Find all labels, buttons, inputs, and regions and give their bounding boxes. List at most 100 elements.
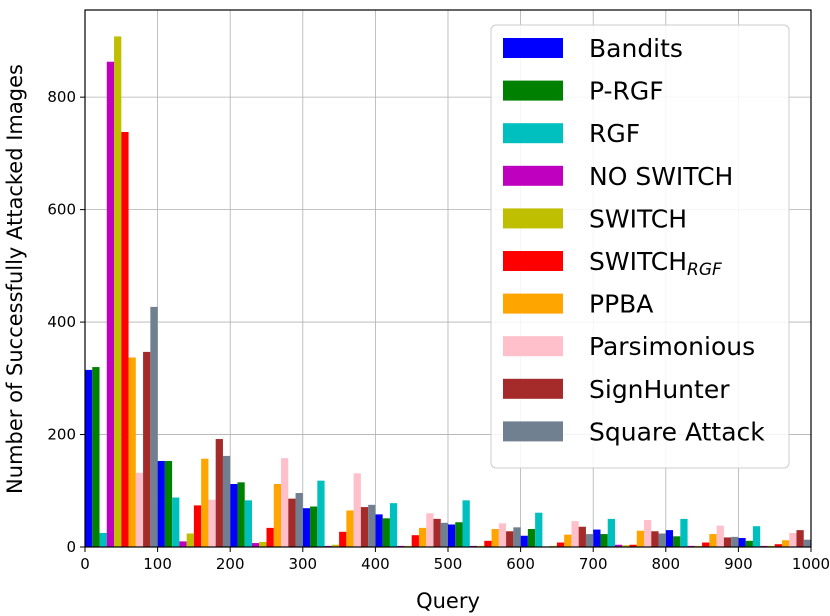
- bar-5-2: [266, 527, 274, 547]
- bar-3-0: [106, 61, 115, 548]
- bar-7-8: [716, 525, 724, 547]
- y-tick-label: 0: [66, 538, 76, 556]
- bar-7-6: [571, 521, 579, 547]
- bar-0-8: [665, 530, 674, 547]
- legend-swatch: [503, 208, 563, 229]
- bar-2-7: [607, 518, 615, 547]
- bar-9-5: [513, 527, 521, 547]
- bar-7-0: [135, 472, 144, 547]
- legend-entry-label: Parsimonious: [589, 332, 755, 361]
- bar-6-9: [781, 540, 790, 547]
- bar-0-2: [230, 484, 238, 547]
- bar-4-1: [186, 533, 194, 547]
- legend-swatch: [503, 251, 563, 271]
- bar-7-5: [498, 523, 507, 547]
- bar-9-7: [658, 533, 666, 547]
- bar-5-5: [484, 540, 492, 547]
- bar-5-3: [339, 531, 347, 547]
- bar-7-2: [281, 458, 289, 547]
- y-tick-label: 400: [47, 313, 76, 331]
- bar-5-7: [629, 544, 637, 547]
- y-tick-label: 200: [47, 426, 76, 444]
- legend-entry-label: SignHunter: [589, 375, 730, 404]
- legend-entry-label: Bandits: [589, 34, 683, 63]
- bar-8-6: [578, 526, 586, 547]
- bar-9-8: [731, 536, 739, 547]
- legend-entry-label: NO SWITCH: [589, 162, 733, 191]
- y-tick-label: 800: [47, 88, 76, 106]
- y-axis-ticks: 0 200 400 600 800: [47, 88, 85, 556]
- bar-0-3: [302, 508, 311, 547]
- bar-8-3: [360, 507, 369, 547]
- legend-box: [490, 24, 790, 469]
- bar-2-1: [172, 497, 180, 547]
- bar-0-7: [593, 529, 601, 547]
- bar-2-9: [752, 526, 761, 547]
- bar-6-8: [709, 534, 717, 547]
- bar-5-8: [702, 542, 710, 547]
- bar-9-9: [803, 539, 811, 547]
- x-tick-label: 200: [216, 555, 245, 573]
- bar-6-7: [636, 530, 645, 547]
- legend-swatch: [503, 123, 563, 144]
- bar-2-6: [535, 512, 543, 547]
- legend-entry-label: Square Attack: [589, 417, 765, 446]
- bar-2-0: [99, 532, 107, 547]
- y-tick-label: 600: [47, 201, 76, 219]
- bar-6-2: [273, 484, 282, 547]
- bar-4-0: [114, 36, 122, 547]
- bar-8-5: [506, 531, 514, 547]
- bar-8-2: [288, 498, 296, 547]
- bar-8-8: [723, 537, 732, 547]
- bar-4-7: [622, 545, 630, 547]
- bar-0-4: [375, 514, 383, 547]
- x-tick-label: 100: [143, 555, 172, 573]
- legend-entry-label: P-RGF: [589, 77, 664, 106]
- bar-8-9: [796, 530, 804, 547]
- bar-3-2: [251, 543, 260, 547]
- legend-swatch: [503, 80, 563, 101]
- bar-4-2: [259, 541, 267, 547]
- bar-2-5: [462, 500, 470, 547]
- bar-6-6: [564, 534, 572, 547]
- bar-7-7: [644, 520, 652, 547]
- bar-1-8: [673, 536, 681, 547]
- legend-swatch: [503, 293, 563, 314]
- x-tick-label: 0: [80, 555, 90, 573]
- bar-7-1: [208, 499, 216, 547]
- bar-1-5: [455, 522, 463, 547]
- bar-2-2: [244, 500, 252, 547]
- bar-1-1: [164, 460, 173, 547]
- bars: [85, 36, 811, 548]
- bar-6-1: [201, 458, 209, 547]
- legend-entry-label: PPBA: [589, 290, 653, 319]
- legend-entry-name: P-RGF: [589, 77, 664, 106]
- bar-1-3: [310, 506, 318, 547]
- bar-5-0: [121, 132, 129, 547]
- legend-entry-name: Bandits: [589, 34, 683, 63]
- bar-9-3: [368, 504, 376, 547]
- legend-swatch: [503, 421, 563, 442]
- x-tick-label: 500: [434, 555, 463, 573]
- bar-0-9: [738, 538, 746, 547]
- legend-swatch: [503, 165, 563, 186]
- bar-2-8: [680, 518, 688, 547]
- legend-entry-label: SWITCHRGF: [589, 247, 722, 280]
- legend-entry-name: Parsimonious: [589, 332, 755, 361]
- bar-8-0: [143, 351, 151, 547]
- bar-9-6: [585, 534, 594, 547]
- bar-0-1: [157, 460, 165, 547]
- legend-entry-name: NO SWITCH: [589, 162, 733, 191]
- bar-0-6: [520, 535, 528, 547]
- bar-5-9: [774, 544, 782, 547]
- x-tick-label: 400: [361, 555, 390, 573]
- bar-1-0: [92, 367, 100, 547]
- bar-1-7: [600, 534, 608, 547]
- x-tick-label: 900: [724, 555, 753, 573]
- bar-5-1: [193, 505, 202, 547]
- bar-1-4: [382, 518, 390, 547]
- legend-entry-name: SWITCH: [589, 247, 687, 276]
- bar-9-1: [222, 455, 231, 547]
- bar-0-5: [448, 524, 456, 547]
